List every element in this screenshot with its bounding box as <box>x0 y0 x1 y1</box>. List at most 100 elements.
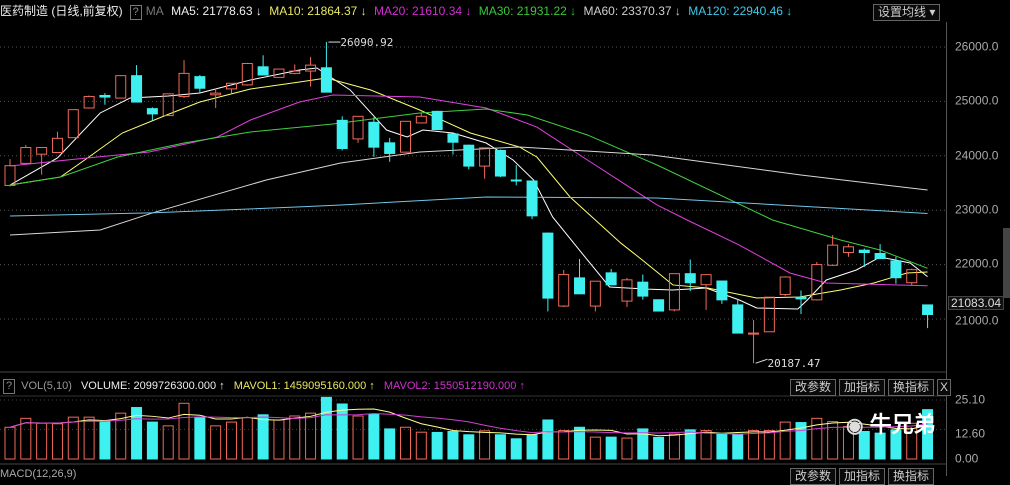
edit-params-button[interactable]: 改参数 <box>790 379 837 396</box>
volume-bar-down <box>874 432 886 460</box>
ma30-readout: MA30: 21931.22 ↓ <box>478 4 577 18</box>
high-price-label: 26090.92 <box>340 36 393 49</box>
candle-up <box>162 93 174 117</box>
volume-bar-down <box>336 403 348 460</box>
y-tick: 12.60 <box>955 426 986 441</box>
candle-up <box>415 115 427 124</box>
volume-bar-up <box>415 431 427 460</box>
candle-up <box>67 109 79 139</box>
y-tick: 23000.0 <box>955 202 999 217</box>
add-indicator-button[interactable]: 加指标 <box>839 379 886 396</box>
volume-axis: 25.10 12.60 0.00 <box>946 372 1010 476</box>
volume-bar-down <box>384 428 396 460</box>
help-button[interactable]: ? <box>129 5 142 20</box>
candle-down <box>194 76 206 89</box>
volume-bar-up <box>906 422 918 460</box>
candle-up <box>906 269 918 284</box>
ma-toggle[interactable]: MA <box>145 4 164 18</box>
mavol2-line <box>9 413 928 435</box>
low-price-label: 20187.47 <box>768 357 821 370</box>
chart-title: 医药制造 (日线,前复权) <box>0 4 123 18</box>
macd-edit-params-button[interactable]: 改参数 <box>790 468 837 485</box>
ma20-line <box>9 94 928 287</box>
volume-help-button[interactable]: ? <box>3 379 16 394</box>
ma10-readout: MA10: 21864.37 ↓ <box>269 4 367 18</box>
volume-bar-down <box>320 396 332 460</box>
wechat-icon: ◉ <box>846 415 864 437</box>
volume-bar-up <box>842 426 854 460</box>
candle-down <box>494 149 506 177</box>
set-ma-button[interactable]: 设置均线 ▾ <box>873 4 941 21</box>
candle-down <box>257 66 269 76</box>
volume-bar-down <box>858 430 870 460</box>
candle-up <box>352 115 364 140</box>
candle-down <box>574 277 586 295</box>
volume-bar-down <box>574 426 586 460</box>
candle-up <box>763 296 775 333</box>
macd-add-indicator-button[interactable]: 加指标 <box>839 468 886 485</box>
y-tick: 24000.0 <box>955 148 999 163</box>
volume-bar-up <box>67 416 79 460</box>
candle-down <box>716 280 728 301</box>
candle-up <box>273 68 285 78</box>
volume-bar-up <box>273 419 285 460</box>
volume-bar-up <box>178 402 190 460</box>
scrollbar[interactable] <box>1003 228 1010 298</box>
candle-down <box>858 249 870 254</box>
candle-up <box>479 147 491 167</box>
volume-readout: VOLUME: 2099726300.000 ↑ <box>80 380 225 392</box>
candle-up <box>305 64 317 72</box>
candle-up <box>842 246 854 254</box>
chart-header: 医药制造 (日线,前复权)? MA MA5: 21778.63 ↓ MA10: 2… <box>0 0 866 22</box>
candle-up <box>51 137 63 153</box>
annotation-arrow <box>755 358 768 364</box>
candle-down <box>542 232 554 299</box>
volume-bar-up <box>668 433 680 460</box>
volume-bar-down <box>542 419 554 460</box>
candle-up <box>178 72 190 97</box>
volume-bar-up <box>621 437 633 460</box>
volume-bar-up <box>558 430 570 460</box>
volume-bar-down <box>494 434 506 460</box>
volume-bar-up <box>115 412 127 460</box>
volume-bar-down <box>716 433 728 460</box>
ma120-line <box>9 196 928 217</box>
volume-bar-down <box>146 421 158 460</box>
price-and-volume-chart[interactable]: 26090.92 20187.47 <box>0 0 946 476</box>
volume-bar-down <box>99 421 111 460</box>
candle-down <box>653 299 665 312</box>
volume-bar-down <box>131 407 143 460</box>
candle-down <box>637 281 649 297</box>
volume-bar-up <box>700 430 712 460</box>
volume-bar-up <box>352 415 364 460</box>
ma20-readout: MA20: 21610.34 ↓ <box>373 4 472 18</box>
volume-bar-up <box>748 430 760 460</box>
volume-bar-down <box>447 430 459 460</box>
price-axis: 26000.0 25000.0 24000.0 23000.0 22000.0 … <box>946 22 1010 372</box>
candle-up <box>589 280 601 307</box>
candle-down <box>431 110 443 131</box>
candle-up <box>83 95 95 109</box>
candle-down <box>320 67 332 93</box>
switch-indicator-button[interactable]: 换指标 <box>888 379 935 396</box>
macd-switch-indicator-button[interactable]: 换指标 <box>888 468 935 485</box>
volume-bar-down <box>605 436 617 460</box>
candle-down <box>874 253 886 260</box>
volume-bar-down <box>463 434 475 460</box>
volume-bar-up <box>827 421 839 460</box>
volume-bar-down <box>431 431 443 460</box>
candle-up <box>289 70 301 74</box>
candle-down <box>99 94 111 98</box>
candle-up <box>20 147 32 164</box>
candle-down <box>146 108 158 115</box>
volume-bar-down <box>368 413 380 460</box>
candle-down <box>336 119 348 150</box>
y-tick: 22000.0 <box>955 256 999 271</box>
candle-up <box>400 120 411 153</box>
candle-down <box>510 179 522 182</box>
mavol1-readout: MAVOL1: 1459095160.000 ↑ <box>233 380 375 392</box>
close-panel-button[interactable]: X <box>937 379 952 396</box>
volume-bar-up <box>162 425 174 460</box>
ma120-readout: MA120: 22940.46 ↓ <box>688 4 793 18</box>
candle-down <box>384 142 396 154</box>
